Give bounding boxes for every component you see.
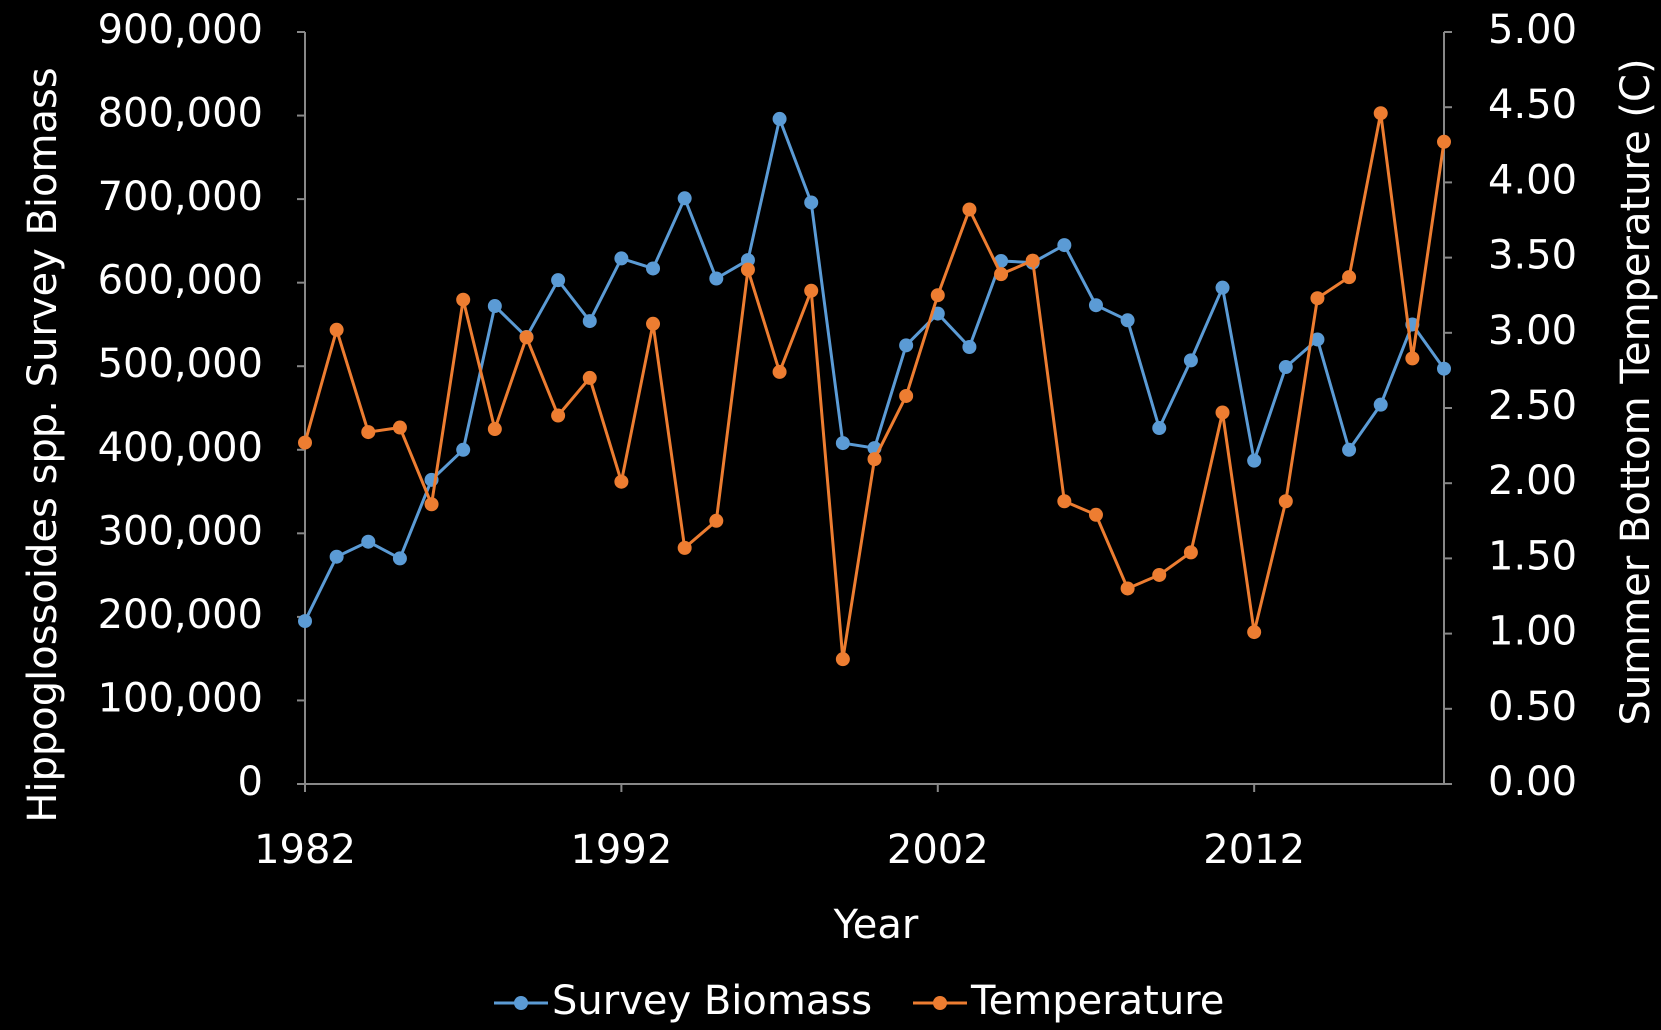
- y2-tick-label: 2.50: [1488, 383, 1577, 429]
- y2-tick-label: 4.00: [1488, 157, 1577, 203]
- y2-tick-label: 5.00: [1488, 7, 1577, 53]
- data-point: [1088, 298, 1103, 313]
- y2-tick-label: 1.00: [1488, 609, 1577, 655]
- data-point: [1057, 494, 1072, 509]
- data-point: [899, 338, 914, 353]
- data-point: [1373, 106, 1388, 121]
- data-point: [582, 370, 597, 385]
- data-point: [1437, 361, 1451, 376]
- y-tick-label: 800,000: [98, 91, 263, 137]
- data-point: [772, 111, 787, 126]
- data-point: [709, 513, 724, 528]
- data-point: [1025, 253, 1040, 268]
- data-point: [835, 652, 850, 667]
- data-point: [1088, 507, 1103, 522]
- data-point: [456, 292, 471, 307]
- data-point: [392, 420, 407, 435]
- data-point: [677, 191, 692, 206]
- legend-label: Survey Biomass: [552, 978, 872, 1024]
- data-point: [456, 442, 471, 457]
- y-axis-title: Hippoglossoides spp. Survey Biomass: [20, 67, 66, 822]
- data-point: [329, 322, 344, 337]
- data-point: [1152, 421, 1167, 436]
- y-tick-label: 600,000: [98, 258, 263, 304]
- data-point: [962, 340, 977, 355]
- y2-tick-label: 4.50: [1488, 82, 1577, 128]
- data-point: [361, 425, 376, 440]
- data-point: [519, 330, 534, 345]
- data-point: [804, 283, 819, 298]
- legend-label: Temperature: [970, 978, 1224, 1024]
- data-point: [1310, 332, 1325, 347]
- y2-tick-label: 3.00: [1488, 308, 1577, 354]
- data-point: [614, 251, 629, 266]
- data-point: [646, 261, 661, 276]
- data-point: [1247, 453, 1262, 468]
- data-point: [424, 497, 439, 512]
- y-tick-label: 700,000: [98, 174, 263, 220]
- data-point: [1278, 360, 1293, 375]
- data-point: [1278, 494, 1293, 509]
- data-point: [1183, 545, 1198, 560]
- data-point: [899, 388, 914, 403]
- data-point: [646, 316, 661, 331]
- y-tick-label: 0: [238, 759, 263, 805]
- legend-marker: [933, 996, 947, 1010]
- data-point: [994, 267, 1009, 282]
- data-point: [962, 202, 977, 217]
- y-tick-label: 400,000: [98, 425, 263, 471]
- y2-tick-label: 2.00: [1488, 458, 1577, 504]
- data-point: [1310, 291, 1325, 306]
- data-point: [1183, 353, 1198, 368]
- data-point: [1215, 280, 1230, 295]
- data-point: [361, 534, 376, 549]
- data-point: [392, 551, 407, 566]
- y-tick-label: 500,000: [98, 341, 263, 387]
- data-point: [1152, 567, 1167, 582]
- data-point: [867, 452, 882, 467]
- data-point: [930, 288, 945, 303]
- y-tick-label: 200,000: [98, 592, 263, 638]
- y-tick-label: 300,000: [98, 508, 263, 554]
- data-point: [329, 549, 344, 564]
- data-point: [709, 271, 724, 286]
- data-point: [1120, 581, 1135, 596]
- data-point: [487, 422, 502, 437]
- y2-tick-label: 0.00: [1488, 759, 1577, 805]
- data-point: [614, 474, 629, 489]
- data-point: [551, 273, 566, 288]
- y-tick-label: 900,000: [98, 7, 263, 53]
- data-point: [1120, 313, 1135, 328]
- data-point: [677, 540, 692, 555]
- x-tick-label: 1982: [254, 827, 356, 873]
- data-point: [1437, 134, 1451, 149]
- data-point: [1405, 351, 1420, 366]
- data-point: [298, 614, 312, 629]
- data-point: [1342, 270, 1357, 285]
- data-point: [740, 262, 755, 277]
- data-point: [1057, 238, 1072, 253]
- legend-marker: [514, 996, 528, 1010]
- data-point: [298, 435, 312, 450]
- data-point: [1215, 405, 1230, 420]
- data-point: [551, 408, 566, 423]
- data-point: [772, 364, 787, 379]
- y2-tick-label: 3.50: [1488, 233, 1577, 279]
- data-point: [835, 436, 850, 451]
- data-point: [804, 195, 819, 210]
- y-tick-label: 100,000: [98, 675, 263, 721]
- data-point: [582, 314, 597, 329]
- data-point: [1342, 442, 1357, 457]
- data-point: [487, 299, 502, 314]
- data-point: [1373, 397, 1388, 412]
- x-tick-label: 2002: [887, 827, 989, 873]
- y2-tick-label: 1.50: [1488, 533, 1577, 579]
- x-tick-label: 2012: [1203, 827, 1305, 873]
- y2-axis-title: Summer Bottom Temperature (C): [1613, 58, 1659, 725]
- x-tick-label: 1992: [570, 827, 672, 873]
- data-point: [1247, 625, 1262, 640]
- y2-tick-label: 0.50: [1488, 684, 1577, 730]
- x-axis-title: Year: [833, 902, 919, 948]
